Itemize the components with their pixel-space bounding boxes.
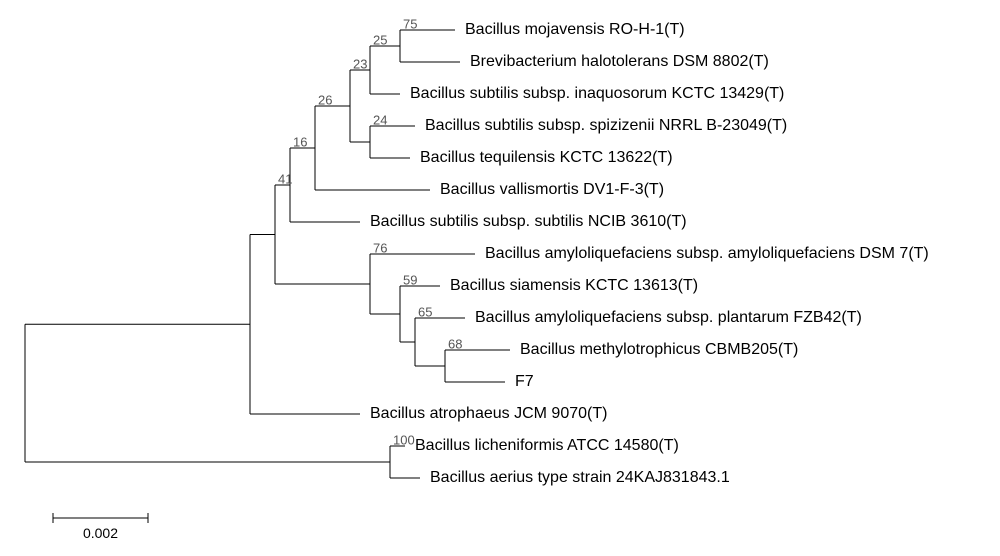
bootstrap-label: 76 (373, 240, 387, 255)
scale-bar-label: 0.002 (83, 525, 118, 541)
bootstrap-label: 25 (373, 32, 387, 47)
bootstrap-label: 24 (373, 112, 387, 127)
taxon-label: Bacillus tequilensis KCTC 13622(T) (420, 149, 673, 166)
taxon-label: Brevibacterium halotolerans DSM 8802(T) (470, 53, 769, 70)
taxon-label: Bacillus amyloliquefaciens subsp. amylol… (485, 245, 929, 262)
bootstrap-label: 68 (448, 336, 462, 351)
taxon-label: Bacillus methylotrophicus CBMB205(T) (520, 341, 798, 358)
bootstrap-label: 26 (318, 92, 332, 107)
taxon-label: Bacillus siamensis KCTC 13613(T) (450, 277, 698, 294)
bootstrap-label: 23 (353, 56, 367, 71)
bootstrap-label: 59 (403, 272, 417, 287)
taxon-label: Bacillus atrophaeus JCM 9070(T) (370, 405, 607, 422)
taxon-label: Bacillus subtilis subsp. subtilis NCIB 3… (370, 213, 687, 230)
taxon-label: Bacillus licheniformis ATCC 14580(T) (415, 437, 679, 454)
taxon-label: Bacillus subtilis subsp. spizizenii NRRL… (425, 117, 787, 134)
bootstrap-label: 65 (418, 304, 432, 319)
bootstrap-label: 75 (403, 16, 417, 31)
taxon-label: Bacillus aerius type strain 24KAJ831843.… (430, 469, 730, 486)
taxon-label: F7 (515, 373, 534, 390)
bootstrap-label: 41 (278, 171, 292, 186)
phylogenetic-tree: 75 25 24 23 26 16 68 65 59 76 41 100 Bacillus mojave… (0, 0, 1000, 556)
bootstrap-label: 16 (293, 134, 307, 149)
taxon-label: Bacillus mojavensis RO-H-1(T) (465, 21, 685, 38)
taxon-label: Bacillus subtilis subsp. inaquosorum KCT… (410, 85, 784, 102)
bootstrap-label: 100 (393, 432, 415, 447)
taxon-label: Bacillus amyloliquefaciens subsp. planta… (475, 309, 862, 326)
taxon-label: Bacillus vallismortis DV1-F-3(T) (440, 181, 664, 198)
